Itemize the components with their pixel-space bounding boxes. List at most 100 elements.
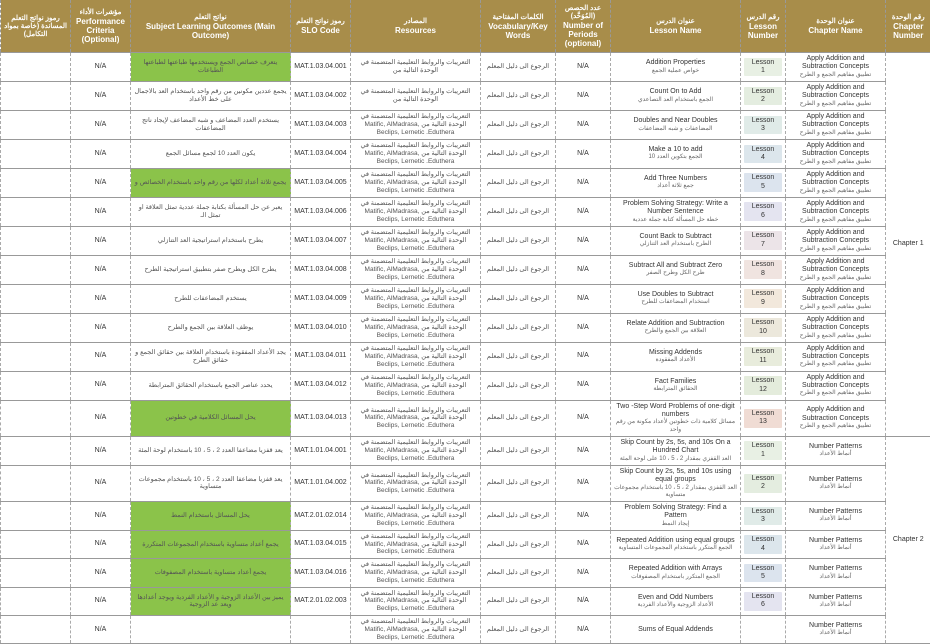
cell-slo: MAT.1.03.04.003 [291, 110, 351, 139]
cell-lesson-name: Skip Count by 2s, 5s, and 10s On a Hundr… [611, 436, 741, 465]
header-resources: المصادرResources [351, 0, 481, 53]
cell-periods: N/A [556, 342, 611, 371]
cell-perf-crit: N/A [71, 371, 131, 400]
cell-chapter-name: Apply Addition and Subtraction Conceptsت… [786, 197, 886, 226]
cell-perf-crit: N/A [71, 436, 131, 465]
cell-chapter-name: Number Patternsأنماط الأعداد [786, 530, 886, 558]
cell-perf-crit: N/A [71, 226, 131, 255]
cell-outcome: يعد قفزيا مضاعفا العدد 2 ، 5 ، 10 باستخد… [131, 465, 291, 501]
cell-outcome: يعد قفزيا مضاعفا العدد 2 ، 5 ، 10 باستخد… [131, 436, 291, 465]
cell-periods: N/A [556, 313, 611, 342]
header-lesson-name: عنوان الدرسLesson Name [611, 0, 741, 53]
cell-lesson-name: Doubles and Near Doublesالمضاعفات و شبه … [611, 110, 741, 139]
cell-vocab: الرجوع الى دليل المعلم [481, 436, 556, 465]
cell-lesson-name: Problem Solving Strategy: Write a Number… [611, 197, 741, 226]
cell-resources: التعريبات والروابط التعليمية المتضمنة في… [351, 342, 481, 371]
cell-lesson-name: Two -Step Word Problems of one-digit num… [611, 400, 741, 436]
cell-vocab: الرجوع الى دليل المعلم [481, 342, 556, 371]
cell-resources: التعريبات والروابط التعليمية المتضمنة في… [351, 226, 481, 255]
cell-vocab: الرجوع الى دليل المعلم [481, 139, 556, 168]
cell-outcome: يميز بين الأعداد الزوجية و الأعداد الفرد… [131, 587, 291, 615]
cell-lesson-num: Lesson 5 [741, 559, 786, 587]
cell-lesson-num: Lesson 10 [741, 313, 786, 342]
cell-outcome: يحل المسائل الكلامية في خطوتين [131, 400, 291, 436]
cell-resources: التعريبات والروابط التعليمية المتضمنة في… [351, 501, 481, 530]
cell-vocab: الرجوع الى دليل المعلم [481, 168, 556, 197]
header-outcome: نواتج التعلمSubject Learning Outcomes (M… [131, 0, 291, 53]
cell-chapter-name: Apply Addition and Subtraction Conceptsت… [786, 168, 886, 197]
cell-chapter-name: Apply Addition and Subtraction Conceptsت… [786, 139, 886, 168]
cell-lesson-num: Lesson 2 [741, 465, 786, 501]
cell-lesson-name: Repeated Addition with Arraysالجمع المتك… [611, 559, 741, 587]
cell-resources: التعريبات والروابط التعليمية المتضمنة في… [351, 168, 481, 197]
table-row: N/Aيعد قفزيا مضاعفا العدد 2 ، 5 ، 10 باس… [1, 436, 930, 465]
cell-periods: N/A [556, 53, 611, 82]
cell-chapter-name: Number Patternsأنماط الأعداد [786, 587, 886, 615]
cell-periods: N/A [556, 436, 611, 465]
cell-outcome: يجمع ثلاثة أعداد لكلها من رقم واحد باستخ… [131, 168, 291, 197]
curriculum-table: رموز نواتج التعلم المساندة (خاصة بمواد ا… [0, 0, 930, 644]
cell-slo: MAT.1.03.04.007 [291, 226, 351, 255]
cell-periods: N/A [556, 197, 611, 226]
cell-chapter-name: Apply Addition and Subtraction Conceptsت… [786, 110, 886, 139]
cell-perf-crit: N/A [71, 587, 131, 615]
cell-resources: التعريبات والروابط التعليمية المتضمنة في… [351, 436, 481, 465]
cell-chapter-name: Apply Addition and Subtraction Conceptsت… [786, 342, 886, 371]
cell-periods: N/A [556, 226, 611, 255]
cell-vocab: الرجوع الى دليل المعلم [481, 226, 556, 255]
cell-perf-crit: N/A [71, 197, 131, 226]
table-row: N/Aيميز بين الأعداد الزوجية و الأعداد ال… [1, 587, 930, 615]
cell-perf-crit: N/A [71, 168, 131, 197]
cell-slo: MAT.1.03.04.010 [291, 313, 351, 342]
cell-slo: MAT.1.01.04.002 [291, 465, 351, 501]
cell-chapter-name: Apply Addition and Subtraction Conceptsت… [786, 53, 886, 82]
cell-lesson-name: Add Three Numbersجمع ثلاثة أعداد [611, 168, 741, 197]
cell-perf-codes [1, 313, 71, 342]
cell-perf-crit: N/A [71, 284, 131, 313]
table-row: N/Aيحدد عناصر الجمع باستخدام الحقائق الم… [1, 371, 930, 400]
table-row: N/Aيحل المسائل الكلامية في خطوتينMAT.1.0… [1, 400, 930, 436]
cell-chapter-name: Number Patternsأنماط الأعداد [786, 559, 886, 587]
table-row: N/A يجمع أعداد متساوية باستخدام المجموعات… [1, 530, 930, 558]
cell-periods: N/A [556, 400, 611, 436]
cell-periods: N/A [556, 530, 611, 558]
cell-resources: التعريبات والروابط التعليمية المتضمنة في… [351, 530, 481, 558]
cell-lesson-name: Count Back to Subtractالطرح باستخدام الع… [611, 226, 741, 255]
header-perf-codes: رموز نواتج التعلم المساندة (خاصة بمواد ا… [1, 0, 71, 53]
table-row: N/Aيجمع عددين مكونين من رقم واحد باستخدا… [1, 81, 930, 110]
cell-outcome: يجمع أعداد متساوية باستخدام المجموعات ال… [131, 530, 291, 558]
cell-periods: N/A [556, 371, 611, 400]
cell-outcome: يتعرف خصائص الجمع ويستخدمها طباعتها لطبا… [131, 53, 291, 82]
cell-vocab: الرجوع الى دليل المعلم [481, 530, 556, 558]
cell-perf-crit: N/A [71, 501, 131, 530]
cell-perf-crit: N/A [71, 400, 131, 436]
header-row: رموز نواتج التعلم المساندة (خاصة بمواد ا… [1, 0, 930, 53]
header-slo: رموز نواتج التعلمSLO Code [291, 0, 351, 53]
cell-perf-codes [1, 53, 71, 82]
cell-vocab: الرجوع الى دليل المعلم [481, 465, 556, 501]
cell-perf-codes [1, 284, 71, 313]
cell-lesson-name: Skip Count by 2s, 5s, and 10s using equa… [611, 465, 741, 501]
cell-chapter-name: Apply Addition and Subtraction Conceptsت… [786, 226, 886, 255]
cell-lesson-name: Make a 10 to addالجمع بتكوين العدد 10 [611, 139, 741, 168]
cell-periods: N/A [556, 110, 611, 139]
cell-chapter-name: Apply Addition and Subtraction Conceptsت… [786, 81, 886, 110]
cell-resources: التعريبات والروابط التعليمية المتضمنة في… [351, 587, 481, 615]
cell-resources: التعريبات والروابط التعليمية المتضمنة في… [351, 371, 481, 400]
cell-slo: MAT.1.03.04.009 [291, 284, 351, 313]
cell-outcome: يستخدم العدد المضاعف و شبه المضاعف لإيجا… [131, 110, 291, 139]
cell-lesson-name: Addition Propertiesخواص عملية الجمع [611, 53, 741, 82]
cell-perf-crit: N/A [71, 313, 131, 342]
cell-resources: التعريبات والروابط التعليمية المتضمنة في… [351, 139, 481, 168]
cell-lesson-num: Lesson 13 [741, 400, 786, 436]
cell-lesson-name: Repeated Addition using equal groupsالجم… [611, 530, 741, 558]
cell-lesson-name: Relate Addition and Subtractionالعلاقة ب… [611, 313, 741, 342]
cell-vocab: الرجوع الى دليل المعلم [481, 313, 556, 342]
cell-chapter-name: Apply Addition and Subtraction Conceptsت… [786, 371, 886, 400]
cell-perf-codes [1, 81, 71, 110]
table-row: N/Aيطرح الكل ويطرح صفر بتطبيق استراتيجية… [1, 255, 930, 284]
cell-lesson-num: Lesson 6 [741, 587, 786, 615]
header-chapter-num: رقم الوحدةChapter Number [886, 0, 930, 53]
cell-lesson-name: Count On to Addالجمع باستخدام العد التصا… [611, 81, 741, 110]
cell-lesson-num: Lesson 12 [741, 371, 786, 400]
